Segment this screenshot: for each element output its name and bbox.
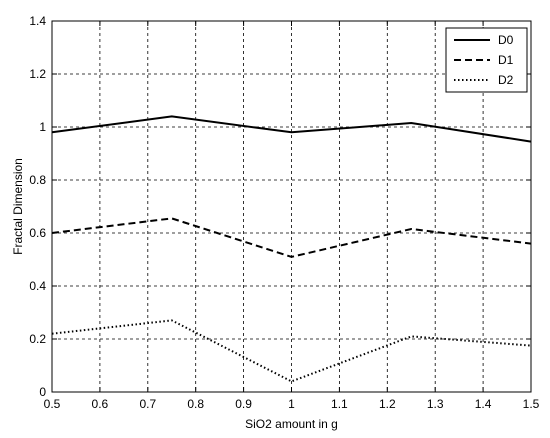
x-tick-label: 1.1 bbox=[331, 397, 348, 411]
tick-labels: 0.5 0.6 0.7 0.8 0.9 1 1.1 1.2 1.3 1.4 1.5 0 0.2 0.4 0.… bbox=[29, 14, 539, 411]
x-tick-label: 1 bbox=[288, 397, 295, 411]
y-tick-label: 0.6 bbox=[29, 226, 46, 240]
x-tick-label: 0.5 bbox=[44, 397, 61, 411]
x-tick-label: 1.4 bbox=[475, 397, 492, 411]
x-tick-label: 0.7 bbox=[139, 397, 156, 411]
y-tick-label: 1.2 bbox=[29, 67, 46, 81]
y-tick-label: 1 bbox=[39, 120, 46, 134]
legend: D0 D1 D2 bbox=[445, 27, 528, 93]
legend-label-d0: D0 bbox=[498, 33, 514, 47]
legend-label-d1: D1 bbox=[498, 53, 514, 67]
series-line-d1 bbox=[51, 217, 532, 258]
y-tick-label: 0.4 bbox=[29, 279, 46, 293]
x-tick-label: 0.9 bbox=[235, 397, 252, 411]
series-line-d0 bbox=[51, 115, 532, 143]
axis-ticks bbox=[51, 20, 532, 393]
y-tick-label: 0.8 bbox=[29, 173, 46, 187]
y-tick-label: 1.4 bbox=[29, 14, 46, 28]
x-axis-label: SiO2 amount in g bbox=[245, 417, 338, 431]
y-axis-label: Fractal Dimension bbox=[11, 158, 25, 255]
x-tick-label: 0.6 bbox=[92, 397, 109, 411]
x-tick-label: 1.2 bbox=[379, 397, 396, 411]
x-tick-label: 0.8 bbox=[187, 397, 204, 411]
x-tick-label: 1.5 bbox=[523, 397, 540, 411]
grid-lines bbox=[52, 21, 531, 392]
y-tick-label: 0 bbox=[39, 385, 46, 399]
x-tick-label: 1.3 bbox=[427, 397, 444, 411]
legend-label-d2: D2 bbox=[498, 73, 514, 87]
series-line-d2 bbox=[51, 319, 532, 383]
y-tick-label: 0.2 bbox=[29, 332, 46, 346]
series-group bbox=[51, 115, 532, 383]
